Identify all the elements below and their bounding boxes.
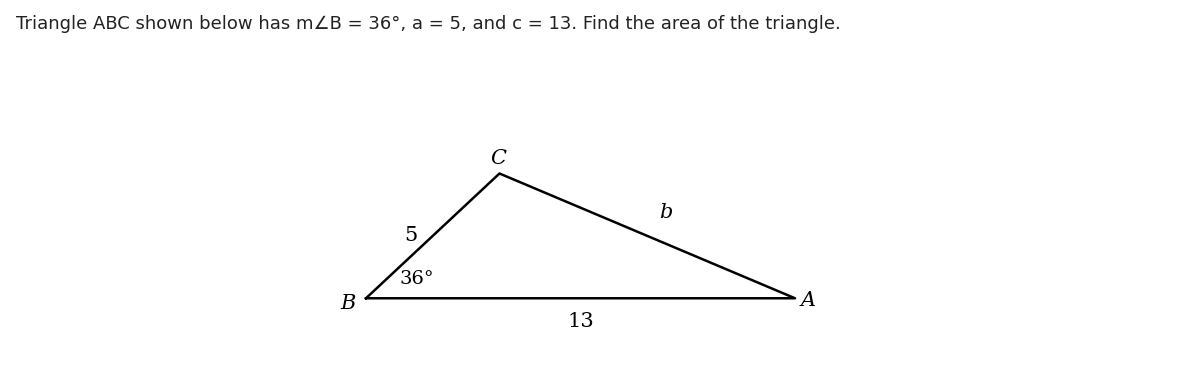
Text: B: B xyxy=(340,294,355,313)
Text: b: b xyxy=(659,203,672,222)
Text: 13: 13 xyxy=(568,312,594,331)
Text: Triangle ABC shown below has m∠B = 36°, a = 5, and c = 13. Find the area of the : Triangle ABC shown below has m∠B = 36°, … xyxy=(16,15,840,33)
Text: 36°: 36° xyxy=(400,270,434,288)
Text: 5: 5 xyxy=(404,226,418,245)
Text: C: C xyxy=(490,149,506,168)
Text: A: A xyxy=(800,291,816,310)
